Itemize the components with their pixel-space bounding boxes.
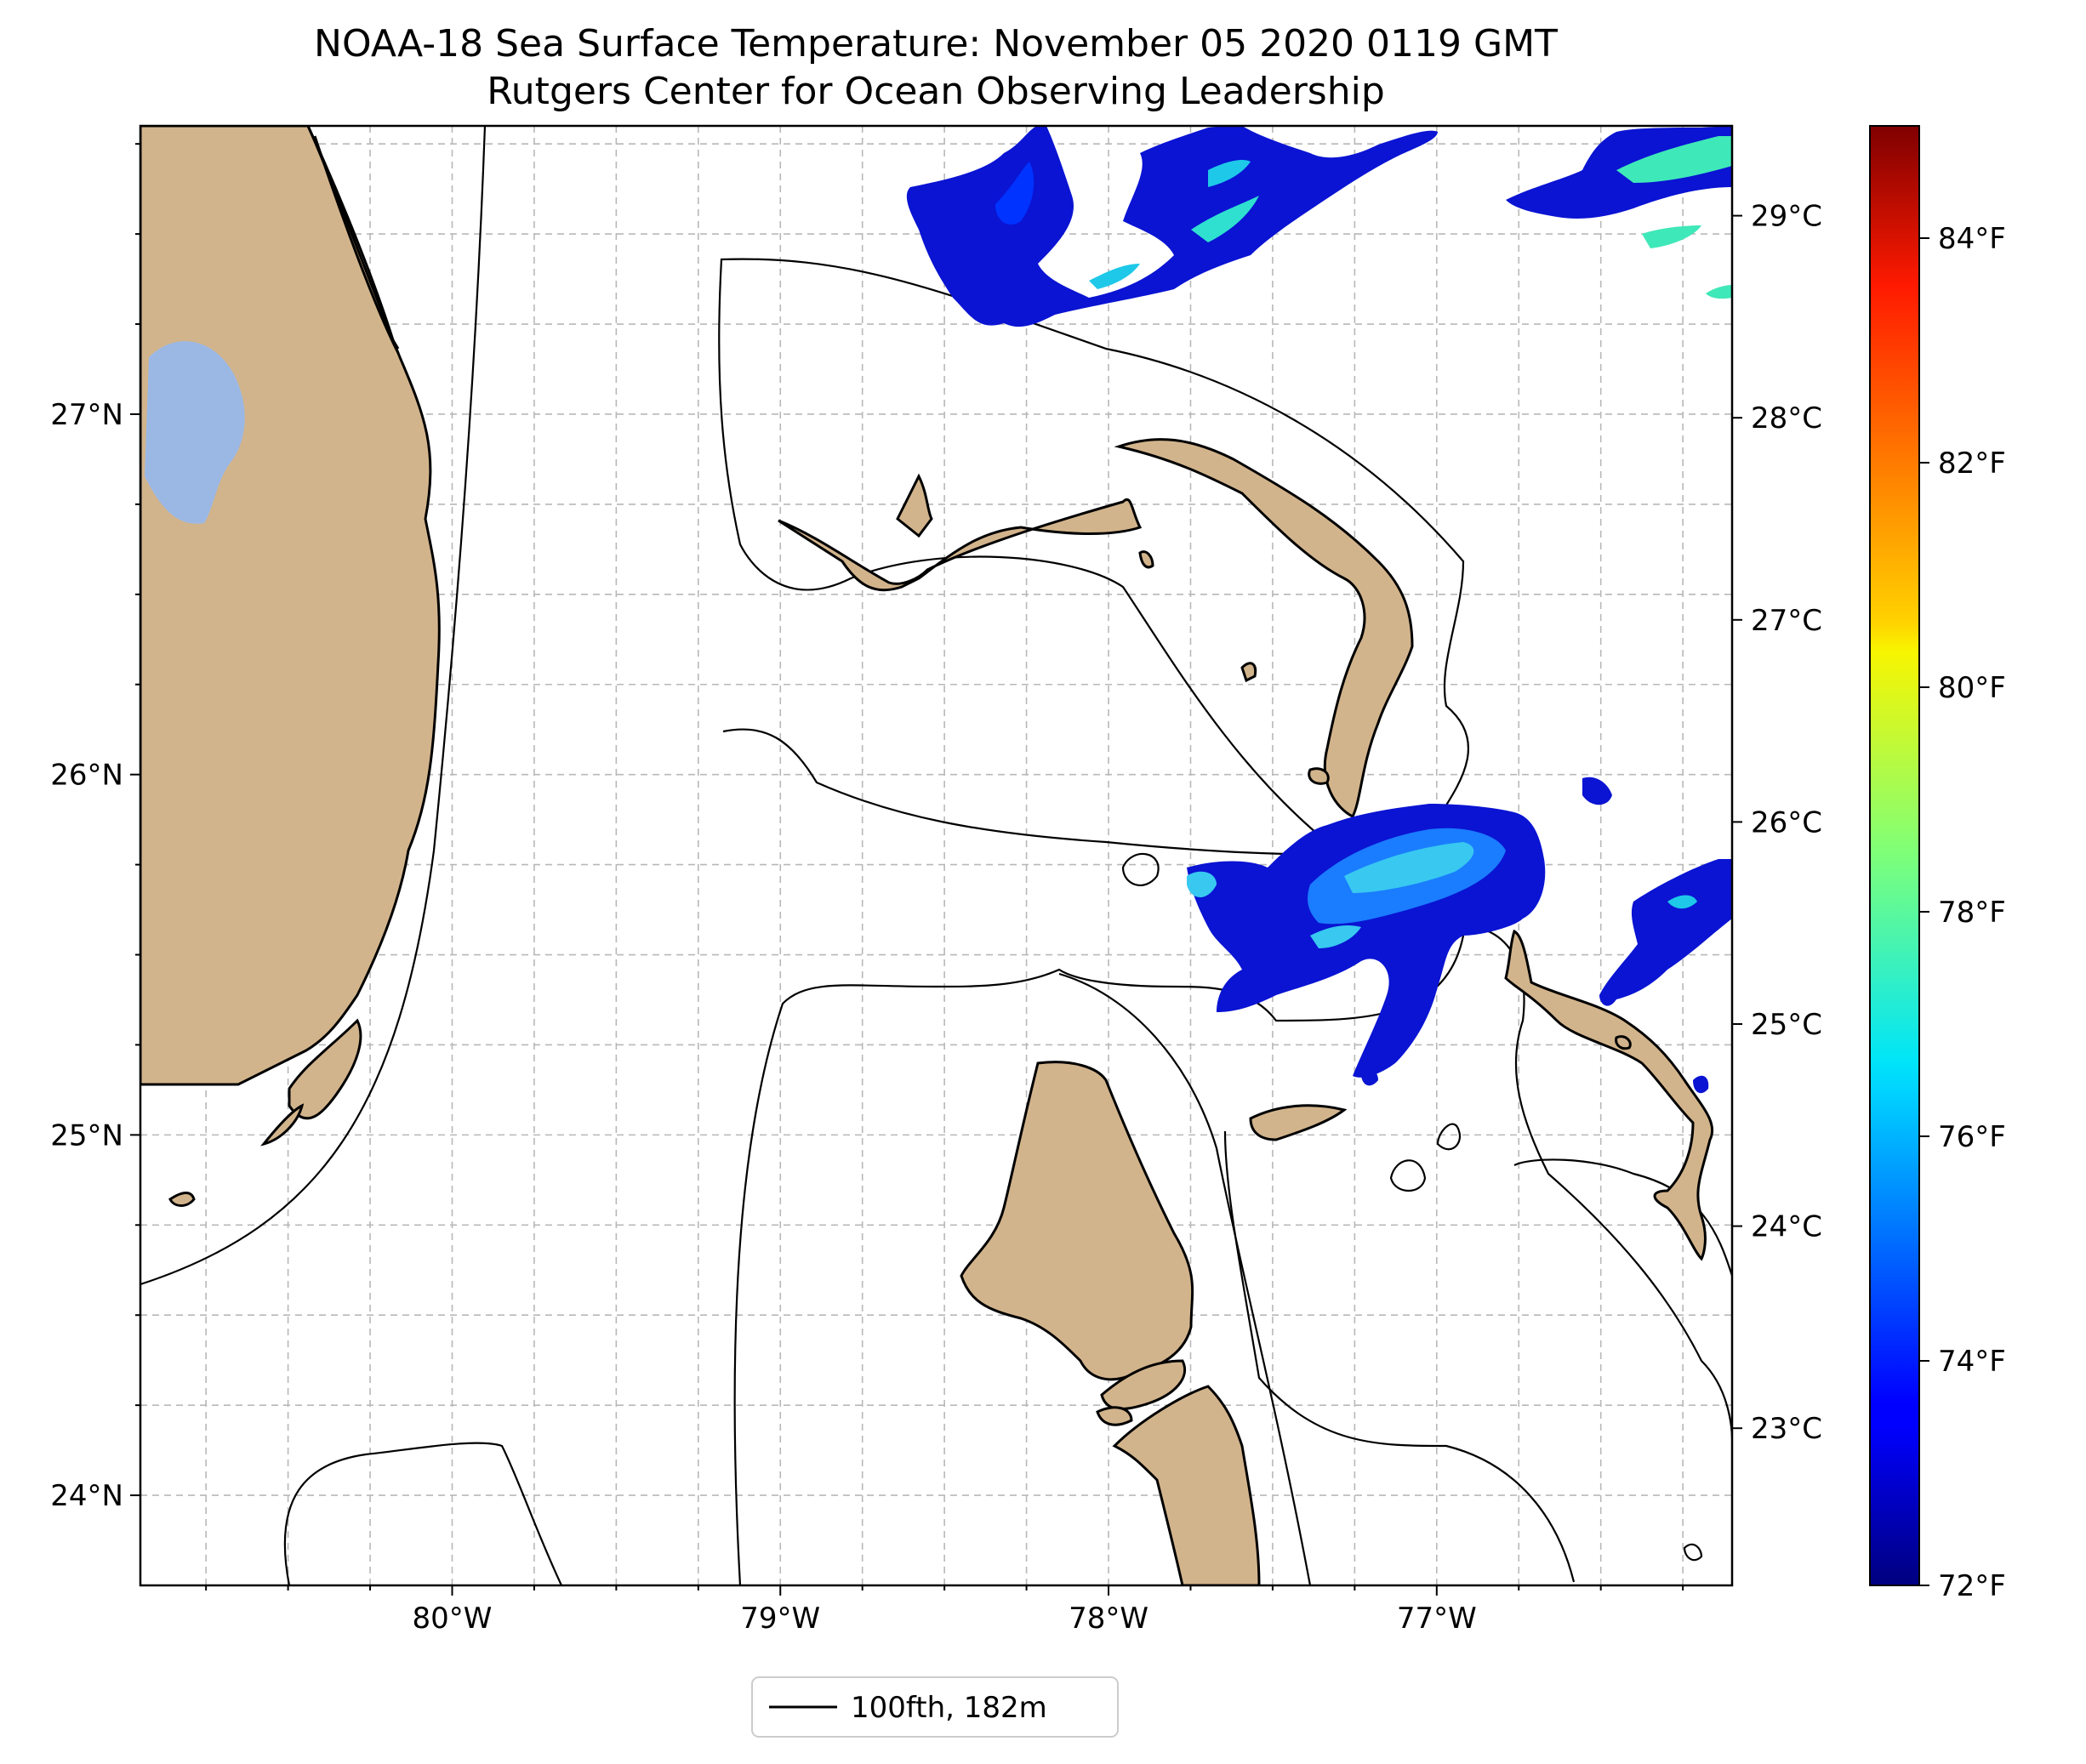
colorbar-c-label: 29°C [1751, 200, 1822, 234]
colorbar-fahrenheit-axis: 84°F 82°F 80°F 78°F 76°F 74°F 72°F [1919, 222, 2006, 1603]
legend-label: 100fth, 182m [851, 1691, 1047, 1725]
colorbar-c-label: 24°C [1751, 1210, 1822, 1244]
longitude-axis: 80°W 79°W 78°W 77°W [205, 1585, 1684, 1636]
colorbar: 29°C 28°C 27°C 26°C 25°C 24°C 23°C 84°F 82°F 80°… [1732, 125, 2006, 1603]
colorbar-f-label: 82°F [1938, 447, 2006, 481]
sst-patches [906, 126, 1732, 1094]
land-new-providence [1249, 1104, 1348, 1141]
lon-tick-label: 77°W [1397, 1602, 1477, 1636]
map-subtitle: Rutgers Center for Ocean Observing Leade… [487, 70, 1385, 113]
latitude-axis: 24°N 25°N 26°N 27°N [50, 143, 140, 1513]
land-eleuthera [1504, 929, 1714, 1261]
land-florida [140, 126, 441, 1207]
colorbar-f-label: 74°F [1938, 1345, 2006, 1379]
colorbar-f-label: 80°F [1938, 671, 2006, 705]
colorbar-celsius-axis: 29°C 28°C 27°C 26°C 25°C 24°C 23°C [1732, 200, 1822, 1446]
colorbar-c-label: 26°C [1751, 805, 1822, 839]
map-frame [139, 124, 1734, 1587]
land-abaco [1114, 438, 1414, 819]
colorbar-f-label: 78°F [1938, 896, 2006, 930]
lat-tick-label: 27°N [50, 398, 123, 432]
legend: 100fth, 182m [751, 1676, 1119, 1738]
colorbar-c-label: 25°C [1751, 1008, 1822, 1042]
land-andros [960, 1061, 1261, 1585]
lon-tick-label: 80°W [413, 1602, 493, 1636]
map-title: NOAA-18 Sea Surface Temperature: Novembe… [314, 22, 1558, 65]
colorbar-f-label: 72°F [1938, 1569, 2006, 1603]
lat-tick-label: 25°N [50, 1118, 123, 1152]
bathymetry-contours [140, 126, 1732, 1585]
colorbar-c-label: 27°C [1751, 604, 1822, 638]
colorbar-c-label: 23°C [1751, 1412, 1822, 1446]
lat-tick-label: 26°N [50, 759, 123, 793]
lon-tick-label: 78°W [1069, 1602, 1148, 1636]
colorbar-f-label: 84°F [1938, 222, 2006, 256]
lon-tick-label: 79°W [740, 1602, 820, 1636]
colorbar-gradient [1869, 125, 1920, 1586]
colorbar-f-label: 76°F [1938, 1120, 2006, 1154]
colorbar-c-label: 28°C [1751, 401, 1822, 435]
lake-okeechobee [145, 341, 245, 524]
land-grand-bahama [778, 473, 1154, 592]
lat-tick-label: 24°N [50, 1479, 123, 1513]
map-panel [140, 126, 1732, 1585]
